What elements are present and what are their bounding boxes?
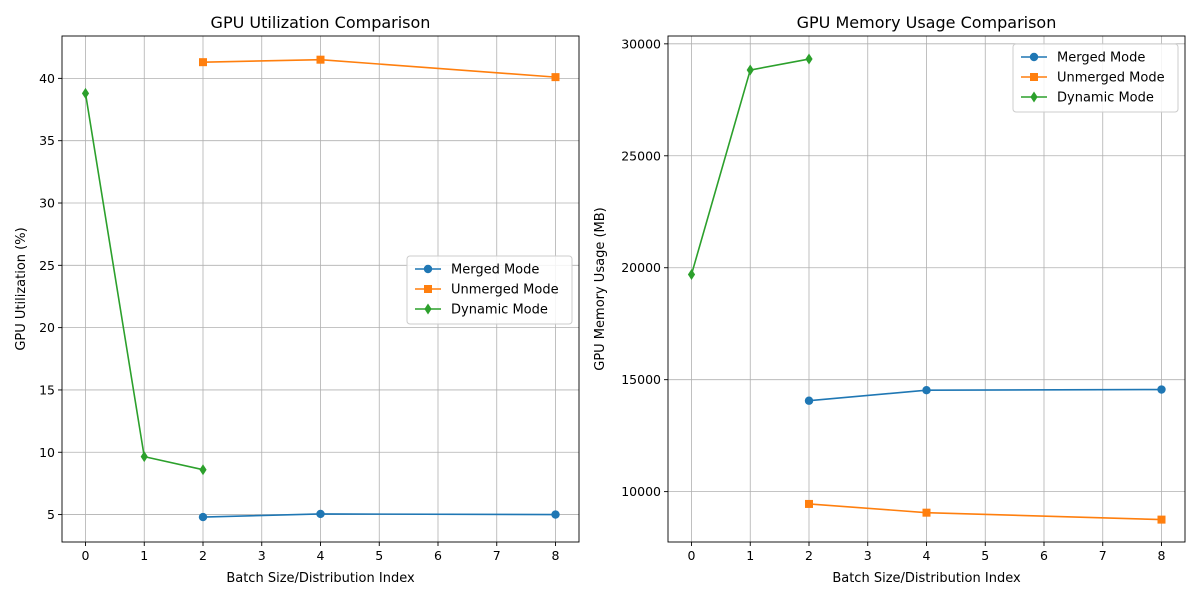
x-tick-label: 6 (434, 548, 442, 563)
legend-entry: Unmerged Mode (451, 283, 559, 298)
x-tick-label: 0 (82, 548, 90, 563)
x-tick-label: 0 (688, 548, 696, 563)
x-tick-label: 2 (805, 548, 813, 563)
data-point (1157, 515, 1166, 524)
y-tick-label: 20000 (621, 260, 661, 275)
y-tick-label: 20 (39, 320, 55, 335)
x-tick-label: 5 (375, 548, 383, 563)
y-tick-label: 25 (39, 258, 55, 273)
legend-box (1012, 43, 1179, 113)
y-tick-label: 10 (39, 445, 55, 460)
y-tick-label: 15 (39, 382, 55, 397)
legend-entry: Merged Mode (1057, 51, 1145, 66)
y-axis-label: GPU Utilization (%) (14, 227, 29, 350)
data-point (551, 73, 560, 82)
x-tick-label: 2 (199, 548, 207, 563)
data-point (804, 396, 814, 405)
data-point (199, 464, 207, 476)
legend-box (406, 255, 573, 325)
data-point (1157, 385, 1166, 394)
legend-entry: Dynamic Mode (451, 303, 548, 318)
y-tick-label: 5 (47, 507, 55, 522)
legend: Merged Mode Unmerged Mode Dynamic Mode (406, 255, 573, 325)
chart-panel-2: 0 1 2 3 4 5 6 7 8 10000 15000 20000 25000 30000 GPU Me… (593, 13, 1186, 586)
data-point (922, 386, 931, 395)
data-point (316, 55, 325, 64)
x-tick-label: 5 (981, 548, 989, 563)
x-axis-label: Batch Size/Distribution Index (226, 571, 415, 586)
data-point (805, 499, 813, 508)
x-tick-label: 6 (1040, 548, 1048, 563)
x-tick-label: 8 (1158, 548, 1166, 563)
y-tick-label: 15000 (621, 372, 661, 387)
data-point (551, 510, 560, 519)
x-tick-label: 3 (258, 548, 266, 563)
legend-entry: Dynamic Mode (1057, 91, 1154, 106)
x-tick-label: 1 (140, 548, 148, 563)
legend-marker (1030, 91, 1038, 103)
legend: Merged Mode Unmerged Mode Dynamic Mode (1012, 43, 1179, 113)
x-tick-label: 7 (493, 548, 501, 563)
y-tick-label: 30 (39, 196, 55, 211)
chart-title: GPU Memory Usage Comparison (797, 13, 1057, 32)
legend-marker (424, 303, 432, 315)
data-point (140, 451, 148, 463)
y-tick-label: 35 (39, 133, 55, 148)
legend-marker (423, 264, 433, 274)
y-axis-label: GPU Memory Usage (MB) (593, 207, 608, 370)
chart-title: GPU Utilization Comparison (211, 13, 431, 32)
legend-entry: Unmerged Mode (1057, 71, 1165, 86)
data-point (805, 53, 813, 65)
x-tick-label: 7 (1099, 548, 1107, 563)
data-point (316, 509, 325, 519)
legend-marker (1029, 52, 1039, 62)
data-point (922, 508, 931, 517)
x-tick-label: 4 (317, 548, 325, 563)
data-point (198, 512, 208, 522)
legend-marker (1030, 73, 1038, 81)
y-tick-label: 40 (39, 71, 55, 86)
y-tick-label: 25000 (621, 148, 661, 163)
x-tick-label: 1 (746, 548, 754, 563)
x-axis-label: Batch Size/Distribution Index (832, 571, 1021, 586)
x-tick-label: 3 (864, 548, 872, 563)
data-point (81, 87, 90, 99)
data-point (687, 268, 696, 280)
data-point (746, 64, 754, 76)
x-tick-label: 4 (923, 548, 931, 563)
y-tick-label: 30000 (621, 36, 661, 51)
data-point (199, 58, 207, 67)
legend-marker (424, 285, 432, 293)
legend-entry: Merged Mode (451, 263, 539, 278)
x-tick-label: 8 (552, 548, 560, 563)
y-tick-label: 10000 (621, 484, 661, 499)
chart-panel-1: 0 1 2 3 4 5 6 7 8 5 10 15 20 25 30 35 40 GPU Utilization … (14, 13, 580, 586)
